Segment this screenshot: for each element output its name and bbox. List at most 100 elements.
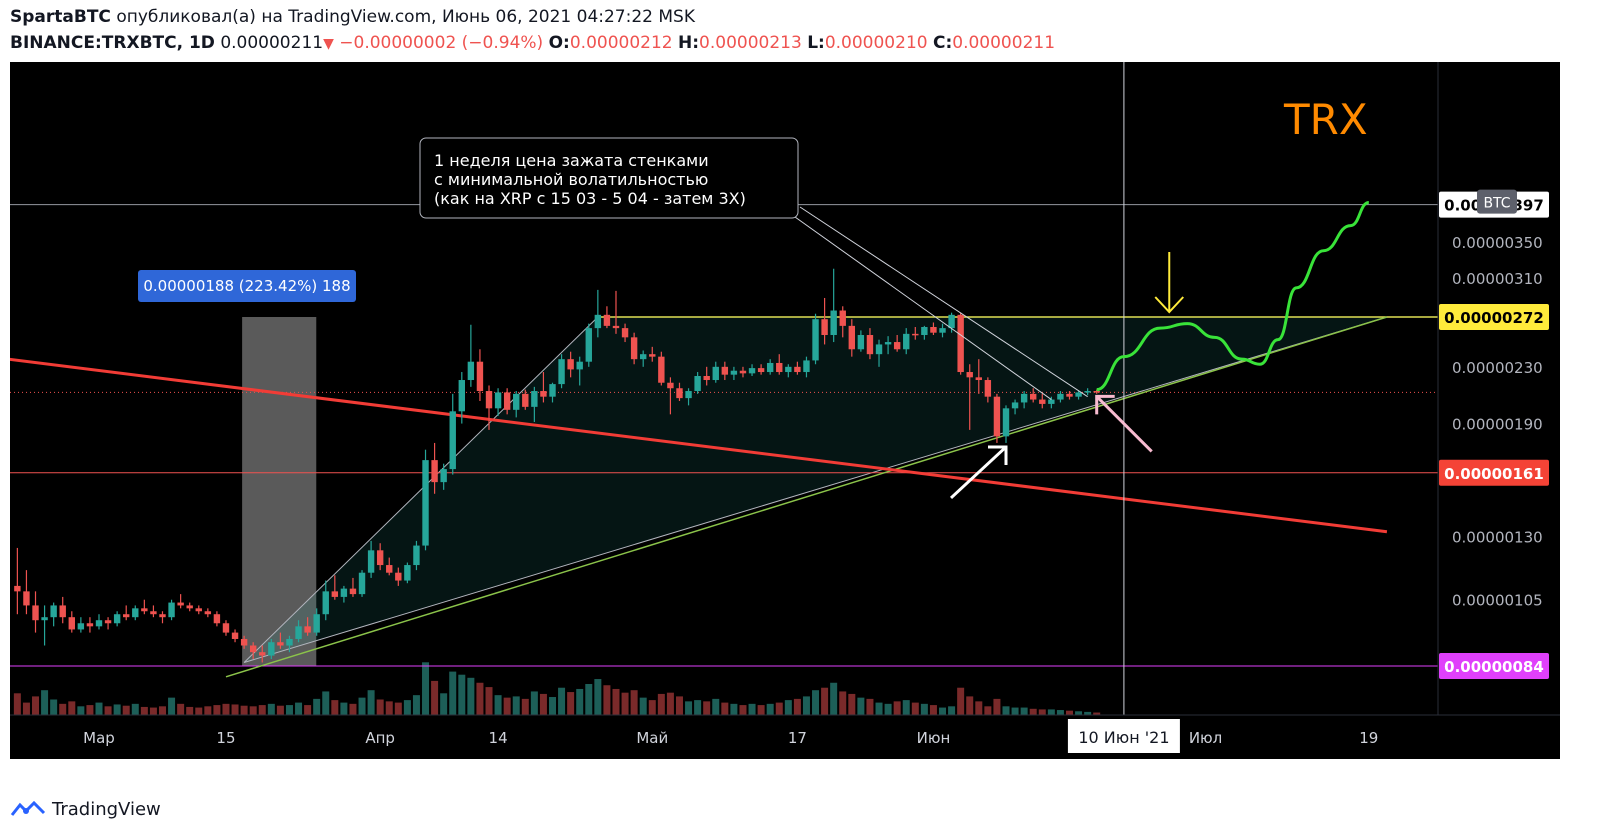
- candle-body: [349, 588, 357, 595]
- volume-bar: [757, 705, 765, 715]
- volume-bar: [231, 704, 239, 715]
- volume-bar: [739, 705, 747, 715]
- volume-bar: [122, 705, 130, 715]
- volume-bar: [558, 687, 566, 715]
- candle-body: [522, 393, 529, 407]
- candle-body: [848, 325, 856, 350]
- candle-body: [395, 572, 402, 581]
- candle-body: [141, 608, 148, 612]
- candle-body: [32, 605, 39, 621]
- volume-bar: [911, 702, 919, 715]
- volume-bar: [1065, 710, 1073, 715]
- candle-body: [1002, 408, 1010, 437]
- candle-body: [422, 460, 429, 546]
- candle-body: [376, 550, 384, 566]
- currency-badge: [1477, 189, 1517, 214]
- author-name[interactable]: SpartaBTC: [10, 7, 111, 27]
- candle-body: [331, 591, 339, 597]
- candle-body: [313, 614, 320, 633]
- annotation-text: 1 неделя цена зажата стенками: [434, 151, 709, 170]
- candle-body: [558, 359, 565, 385]
- volume-bar: [1093, 712, 1101, 715]
- volume-bar: [331, 700, 339, 715]
- close-value: 0.00000211: [952, 33, 1056, 53]
- candle-body: [603, 314, 611, 326]
- volume-bar: [966, 696, 974, 715]
- y-tick-label: 0.00000230: [1452, 359, 1543, 377]
- volume-bar: [41, 690, 49, 715]
- candle-body: [513, 393, 520, 410]
- candle-body: [458, 380, 465, 412]
- low-label: L:: [807, 33, 825, 53]
- candle-body: [948, 314, 955, 329]
- volume-bar: [666, 692, 674, 715]
- candle-body: [776, 362, 783, 373]
- volume-bar: [793, 698, 801, 715]
- volume-bar: [222, 703, 230, 715]
- projection-layer: [1096, 200, 1370, 392]
- candle-body: [1066, 393, 1073, 397]
- volume-bar: [775, 702, 783, 715]
- annotation-text: с минимальной волатильностью: [434, 170, 708, 189]
- volume-bar: [131, 703, 139, 715]
- volume-bar: [1002, 706, 1010, 715]
- volume-bar: [902, 700, 910, 715]
- change-value: −0.00000002 (−0.94%): [339, 33, 544, 53]
- volume-bar: [585, 684, 593, 715]
- x-tick-label: Апр: [365, 729, 395, 747]
- volume-bar: [458, 674, 466, 715]
- candle-body: [123, 614, 130, 618]
- tradingview-footer[interactable]: TradingView: [10, 795, 161, 823]
- x-tick-label: 17: [788, 729, 807, 747]
- candle-body: [1039, 399, 1046, 404]
- candle-body: [68, 617, 75, 630]
- currency-badge-text: BTC: [1483, 196, 1510, 212]
- volume-bar: [539, 693, 547, 715]
- candle-body: [59, 605, 66, 618]
- candle-body: [177, 602, 184, 606]
- candle-body: [857, 335, 865, 350]
- volume-bar: [77, 706, 85, 715]
- volume-bar: [630, 690, 638, 715]
- x-tick-label: Июн: [917, 729, 951, 747]
- candle-body: [14, 585, 21, 592]
- candle-body: [649, 354, 656, 357]
- volume-bar: [1047, 709, 1055, 715]
- candle-body: [830, 310, 837, 336]
- volume-bar: [866, 698, 874, 715]
- candle-body: [903, 333, 910, 350]
- volume-bar: [721, 702, 729, 715]
- volume-bar: [948, 706, 956, 715]
- candle-body: [186, 605, 193, 609]
- white-arrow-head-icon: [988, 445, 1008, 465]
- volume-bar: [975, 701, 983, 715]
- price-badge-text: 0.00000084: [1444, 658, 1544, 676]
- candle-body: [930, 326, 937, 333]
- volume-bar: [512, 696, 520, 715]
- candle-body: [685, 391, 692, 399]
- candle-body: [322, 591, 329, 615]
- volume-bar: [322, 691, 330, 715]
- volume-bar: [929, 705, 937, 715]
- y-tick-label: 0.00000190: [1452, 416, 1543, 434]
- volume-bar: [313, 698, 321, 715]
- crosshair-date-box: [1067, 719, 1180, 753]
- tradingview-logo-icon: [10, 800, 46, 816]
- volume-bar: [149, 707, 157, 715]
- volume-bar: [394, 702, 402, 715]
- candle-body: [304, 626, 311, 633]
- volume-bar: [1056, 710, 1064, 715]
- volume-bar: [675, 696, 683, 715]
- x-tick-label: Май: [636, 729, 668, 747]
- candle-body: [1030, 393, 1037, 400]
- candle-body: [1048, 399, 1055, 404]
- candle-body: [249, 645, 257, 653]
- candle-body: [739, 370, 747, 374]
- candle-body: [893, 342, 901, 350]
- descending-trendline: [10, 357, 1388, 534]
- candle-body: [957, 314, 964, 373]
- candle-body: [413, 545, 420, 566]
- y-tick-label: 0.00000350: [1452, 234, 1543, 252]
- candle-body: [549, 384, 556, 397]
